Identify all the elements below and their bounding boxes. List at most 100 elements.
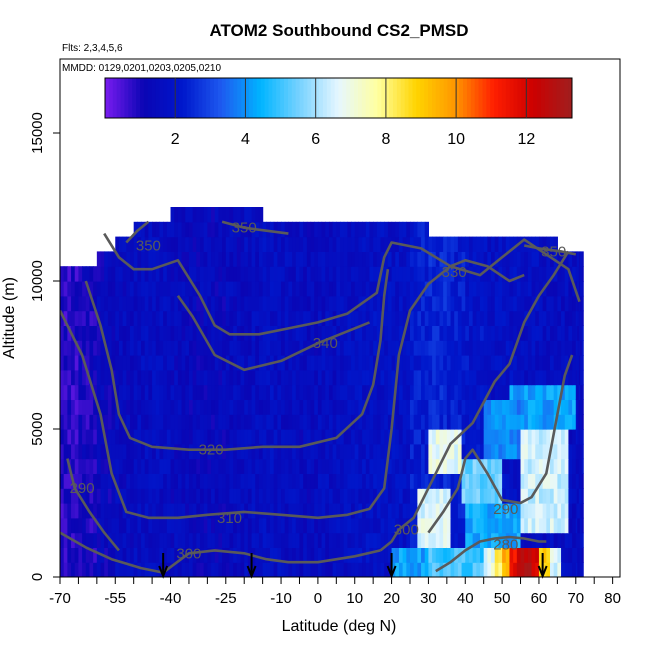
- heatmap-cell: [273, 458, 278, 474]
- heatmap-cell: [181, 355, 186, 371]
- heatmap-cell: [115, 266, 120, 282]
- heatmap-cell: [211, 473, 216, 489]
- heatmap-cell: [542, 399, 547, 415]
- heatmap-cell: [421, 281, 426, 297]
- colorbar: 2 4 6 8 10 12: [104, 77, 573, 148]
- heatmap-cell: [115, 547, 120, 563]
- heatmap-cell: [303, 236, 308, 252]
- heatmap-cell: [568, 547, 573, 563]
- heatmap-cell: [410, 266, 415, 282]
- heatmap-cell: [71, 281, 76, 297]
- heatmap-cell: [266, 547, 271, 563]
- heatmap-cell: [421, 547, 426, 563]
- heatmap-cell: [468, 517, 474, 534]
- heatmap-cell: [561, 414, 566, 430]
- heatmap-cell: [395, 295, 400, 312]
- heatmap-cell: [67, 488, 72, 504]
- contour-line-330: [103, 232, 581, 336]
- heatmap-cell: [524, 488, 529, 504]
- heatmap-cell: [218, 414, 223, 430]
- heatmap-cell: [96, 369, 102, 386]
- heatmap-cell: [159, 221, 164, 238]
- heatmap-cell: [542, 443, 547, 460]
- heatmap-cell: [292, 443, 297, 460]
- heatmap-cell: [244, 562, 249, 577]
- heatmap-cell: [417, 340, 422, 356]
- heatmap-cell: [251, 340, 256, 356]
- colorbar-segment: [186, 78, 192, 118]
- heatmap-cell: [78, 443, 83, 460]
- heatmap-cell: [384, 310, 389, 326]
- heatmap-cell: [461, 517, 466, 534]
- heatmap-cell: [284, 429, 290, 445]
- heatmap-cell: [325, 547, 330, 563]
- colorbar-segment: [159, 78, 164, 118]
- heatmap-cell: [303, 547, 308, 563]
- heatmap-cell: [328, 443, 334, 460]
- heatmap-cell: [380, 532, 385, 548]
- heatmap-cell: [395, 384, 400, 400]
- colorbar-segment: [206, 78, 211, 118]
- heatmap-cell: [572, 503, 577, 519]
- heatmap-cell: [258, 310, 264, 326]
- heatmap-cell: [424, 443, 430, 460]
- heatmap-cell: [115, 414, 120, 430]
- heatmap-cell: [354, 562, 360, 577]
- heatmap-cell: [181, 384, 186, 400]
- heatmap-cell: [446, 325, 452, 341]
- heatmap-cell: [273, 473, 278, 489]
- heatmap-cell: [192, 473, 197, 489]
- heatmap-cell: [211, 562, 216, 577]
- heatmap-cell: [406, 340, 411, 356]
- heatmap-cell: [531, 266, 536, 282]
- colorbar-segment: [470, 78, 476, 118]
- heatmap-cell: [527, 562, 533, 577]
- heatmap-cell: [218, 281, 223, 297]
- heatmap-cell: [60, 384, 65, 400]
- heatmap-cell: [240, 236, 245, 252]
- heatmap-cell: [130, 340, 135, 356]
- heatmap-cell: [196, 429, 201, 445]
- heatmap-cell: [483, 414, 488, 430]
- heatmap-cell: [564, 325, 570, 341]
- heatmap-cell: [443, 399, 448, 415]
- heatmap-cell: [284, 532, 290, 548]
- heatmap-cell: [387, 399, 393, 415]
- heatmap-cell: [531, 369, 536, 386]
- heatmap-cell: [373, 562, 378, 577]
- colorbar-segment: [342, 78, 347, 118]
- heatmap-cell: [240, 429, 245, 445]
- heatmap-cell: [568, 295, 573, 312]
- contour-label-290: 290: [493, 501, 518, 518]
- heatmap-cell: [255, 488, 260, 504]
- heatmap-cell: [439, 295, 444, 312]
- heatmap-cell: [328, 458, 334, 474]
- heatmap-cell: [328, 399, 334, 415]
- heatmap-cell: [581, 443, 584, 460]
- heatmap-cell: [277, 488, 282, 504]
- heatmap-cell: [538, 503, 544, 519]
- heatmap-cell: [185, 325, 190, 341]
- heatmap-cell: [288, 414, 293, 430]
- heatmap-cell: [288, 340, 293, 356]
- heatmap-cell: [494, 310, 500, 326]
- contour-label-300: 300: [394, 522, 419, 539]
- heatmap-cell: [553, 473, 558, 489]
- heatmap-cell: [509, 414, 514, 430]
- heatmap-cell: [218, 340, 223, 356]
- heatmap-cell: [218, 325, 223, 341]
- heatmap-cell: [347, 369, 352, 386]
- heatmap-cell: [225, 340, 231, 356]
- heatmap-cell: [85, 517, 91, 534]
- colorbar-segment: [334, 78, 339, 118]
- heatmap-cell: [578, 281, 581, 297]
- heatmap-cell: [295, 473, 301, 489]
- heatmap-cell: [229, 503, 234, 519]
- heatmap-cell: [351, 384, 356, 400]
- heatmap-cell: [336, 443, 341, 460]
- y-tick-label: 5000: [29, 412, 46, 445]
- heatmap-cell: [144, 340, 150, 356]
- heatmap-cell: [133, 251, 138, 267]
- heatmap-cell: [225, 532, 231, 548]
- heatmap-cell: [432, 473, 437, 489]
